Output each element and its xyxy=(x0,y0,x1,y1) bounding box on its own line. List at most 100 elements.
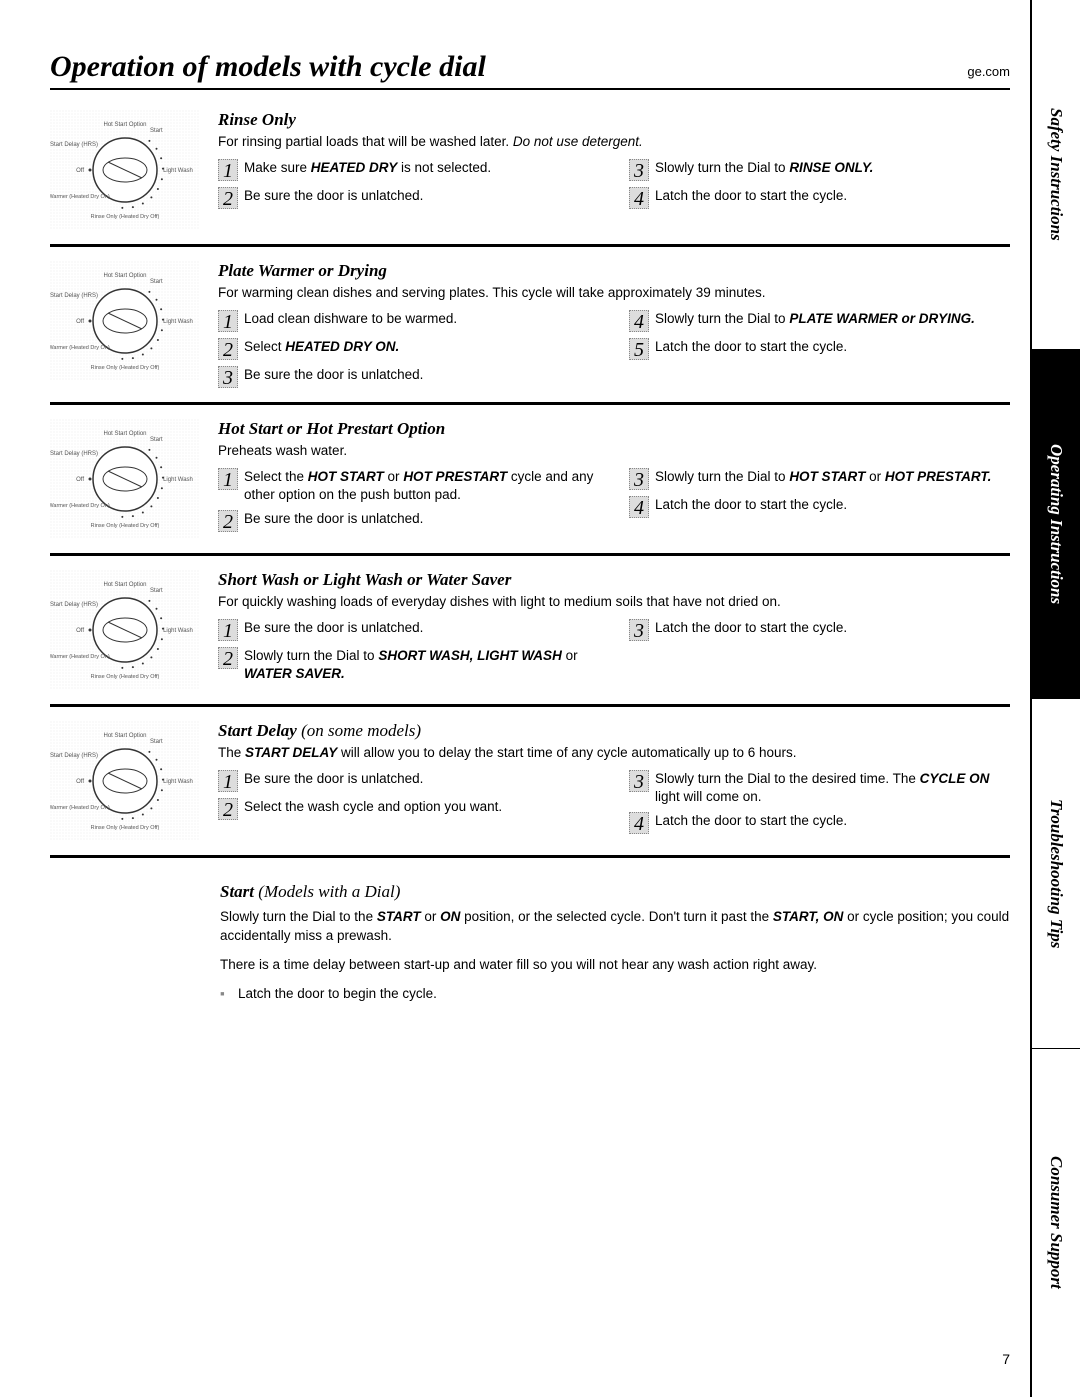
step-number: 3 xyxy=(629,468,649,490)
svg-text:Rinse Only (Heated Dry Off): Rinse Only (Heated Dry Off) xyxy=(91,365,160,371)
tab-troubleshooting[interactable]: Troubleshooting Tips xyxy=(1032,699,1080,1049)
section-title: Short Wash or Light Wash or Water Saver xyxy=(218,570,1010,590)
step: 1 Load clean dishware to be warmed. xyxy=(218,310,599,332)
svg-text:Hot Start Option: Hot Start Option xyxy=(103,582,146,588)
svg-text:Start: Start xyxy=(150,128,163,134)
step: 1 Make sure HEATED DRY is not selected. xyxy=(218,159,599,181)
step-text: Be sure the door is unlatched. xyxy=(244,187,423,205)
section: Hot Start Option Start Start Delay (HRS)… xyxy=(50,570,1010,707)
section-title: Rinse Only xyxy=(218,110,1010,130)
step-number: 5 xyxy=(629,338,649,360)
section-desc: Preheats wash water. xyxy=(218,443,1010,458)
step-number: 1 xyxy=(218,770,238,792)
svg-text:Rinse Only (Heated Dry Off): Rinse Only (Heated Dry Off) xyxy=(91,825,160,831)
page-number: 7 xyxy=(1002,1351,1010,1367)
section: Hot Start Option Start Start Delay (HRS)… xyxy=(50,110,1010,247)
tab-operating[interactable]: Operating Instructions xyxy=(1032,350,1080,700)
step-text: Slowly turn the Dial to PLATE WARMER or … xyxy=(655,310,975,328)
step-text: Slowly turn the Dial to RINSE ONLY. xyxy=(655,159,873,177)
step-number: 3 xyxy=(629,619,649,641)
step-number: 4 xyxy=(629,310,649,332)
step: 4 Slowly turn the Dial to PLATE WARMER o… xyxy=(629,310,1010,332)
step-number: 1 xyxy=(218,159,238,181)
svg-text:Start: Start xyxy=(150,588,163,594)
dial-icon: Hot Start Option Start Start Delay (HRS)… xyxy=(50,570,200,690)
section-desc: For quickly washing loads of everyday di… xyxy=(218,594,1010,609)
svg-text:Hot Start Option: Hot Start Option xyxy=(103,273,146,279)
step: 2 Select HEATED DRY ON. xyxy=(218,338,599,360)
step-number: 4 xyxy=(629,812,649,834)
step-number: 2 xyxy=(218,510,238,532)
step: 4 Latch the door to start the cycle. xyxy=(629,187,1010,209)
tab-consumer[interactable]: Consumer Support xyxy=(1032,1049,1080,1397)
step: 2 Be sure the door is unlatched. xyxy=(218,187,599,209)
svg-text:Off: Off xyxy=(76,168,84,174)
step-text: Make sure HEATED DRY is not selected. xyxy=(244,159,491,177)
svg-text:Start: Start xyxy=(150,739,163,745)
step-number: 2 xyxy=(218,187,238,209)
svg-text:Hot Start Option: Hot Start Option xyxy=(103,733,146,739)
step-text: Select HEATED DRY ON. xyxy=(244,338,399,356)
svg-text:Start Delay (HRS): Start Delay (HRS) xyxy=(50,451,98,457)
svg-text:Hot Start Option: Hot Start Option xyxy=(103,122,146,128)
step: 3 Slowly turn the Dial to RINSE ONLY. xyxy=(629,159,1010,181)
step-number: 1 xyxy=(218,619,238,641)
step: 2 Select the wash cycle and option you w… xyxy=(218,798,599,820)
svg-text:Light Wash: Light Wash xyxy=(163,319,193,325)
step-text: Latch the door to start the cycle. xyxy=(655,619,847,637)
svg-text:Rinse Only (Heated Dry Off): Rinse Only (Heated Dry Off) xyxy=(91,214,160,220)
svg-text:Plate Warmer (Heated Dry On): Plate Warmer (Heated Dry On) xyxy=(50,805,110,811)
dial-icon: Hot Start Option Start Start Delay (HRS)… xyxy=(50,110,200,230)
step-number: 3 xyxy=(218,366,238,388)
step-text: Be sure the door is unlatched. xyxy=(244,510,423,528)
step: 3 Slowly turn the Dial to HOT START or H… xyxy=(629,468,1010,490)
step-number: 3 xyxy=(629,770,649,792)
step-number: 2 xyxy=(218,798,238,820)
step: 5 Latch the door to start the cycle. xyxy=(629,338,1010,360)
svg-text:Off: Off xyxy=(76,628,84,634)
section-desc: The START DELAY will allow you to delay … xyxy=(218,745,1010,760)
step-text: Select the HOT START or HOT PRESTART cyc… xyxy=(244,468,599,504)
step: 2 Slowly turn the Dial to SHORT WASH, LI… xyxy=(218,647,599,683)
dial-icon: Hot Start Option Start Start Delay (HRS)… xyxy=(50,261,200,381)
step-number: 2 xyxy=(218,647,238,669)
step-text: Select the wash cycle and option you wan… xyxy=(244,798,502,816)
step-text: Slowly turn the Dial to HOT START or HOT… xyxy=(655,468,991,486)
step-text: Load clean dishware to be warmed. xyxy=(244,310,457,328)
svg-text:Start: Start xyxy=(150,279,163,285)
start-p1: Slowly turn the Dial to the START or ON … xyxy=(220,908,1010,946)
step-text: Latch the door to start the cycle. xyxy=(655,338,847,356)
section-title: Hot Start or Hot Prestart Option xyxy=(218,419,1010,439)
step-text: Slowly turn the Dial to SHORT WASH, LIGH… xyxy=(244,647,599,683)
svg-text:Rinse Only (Heated Dry Off): Rinse Only (Heated Dry Off) xyxy=(91,523,160,529)
start-p2: There is a time delay between start-up a… xyxy=(220,956,1010,975)
step: 4 Latch the door to start the cycle. xyxy=(629,812,1010,834)
svg-text:Light Wash: Light Wash xyxy=(163,477,193,483)
svg-text:Plate Warmer (Heated Dry On): Plate Warmer (Heated Dry On) xyxy=(50,654,110,660)
start-bullet: Latch the door to begin the cycle. xyxy=(220,985,1010,1004)
step: 1 Select the HOT START or HOT PRESTART c… xyxy=(218,468,599,504)
step-number: 1 xyxy=(218,468,238,490)
site-label: ge.com xyxy=(967,64,1010,79)
step-text: Be sure the door is unlatched. xyxy=(244,770,423,788)
tab-safety[interactable]: Safety Instructions xyxy=(1032,0,1080,350)
svg-text:Off: Off xyxy=(76,477,84,483)
section: Hot Start Option Start Start Delay (HRS)… xyxy=(50,721,1010,858)
step: 2 Be sure the door is unlatched. xyxy=(218,510,599,532)
svg-text:Rinse Only (Heated Dry Off): Rinse Only (Heated Dry Off) xyxy=(91,674,160,680)
dial-icon: Hot Start Option Start Start Delay (HRS)… xyxy=(50,721,200,841)
step-text: Latch the door to start the cycle. xyxy=(655,496,847,514)
step-number: 4 xyxy=(629,496,649,518)
step-text: Latch the door to start the cycle. xyxy=(655,187,847,205)
svg-text:Plate Warmer (Heated Dry On): Plate Warmer (Heated Dry On) xyxy=(50,194,110,200)
section: Hot Start Option Start Start Delay (HRS)… xyxy=(50,419,1010,556)
svg-text:Light Wash: Light Wash xyxy=(163,168,193,174)
step: 3 Be sure the door is unlatched. xyxy=(218,366,599,388)
start-title: Start (Models with a Dial) xyxy=(220,882,1010,902)
section-title: Start Delay (on some models) xyxy=(218,721,1010,741)
svg-text:Plate Warmer (Heated Dry On): Plate Warmer (Heated Dry On) xyxy=(50,503,110,509)
dial-icon: Hot Start Option Start Start Delay (HRS)… xyxy=(50,419,200,539)
svg-text:Light Wash: Light Wash xyxy=(163,628,193,634)
step-number: 3 xyxy=(629,159,649,181)
step-number: 2 xyxy=(218,338,238,360)
